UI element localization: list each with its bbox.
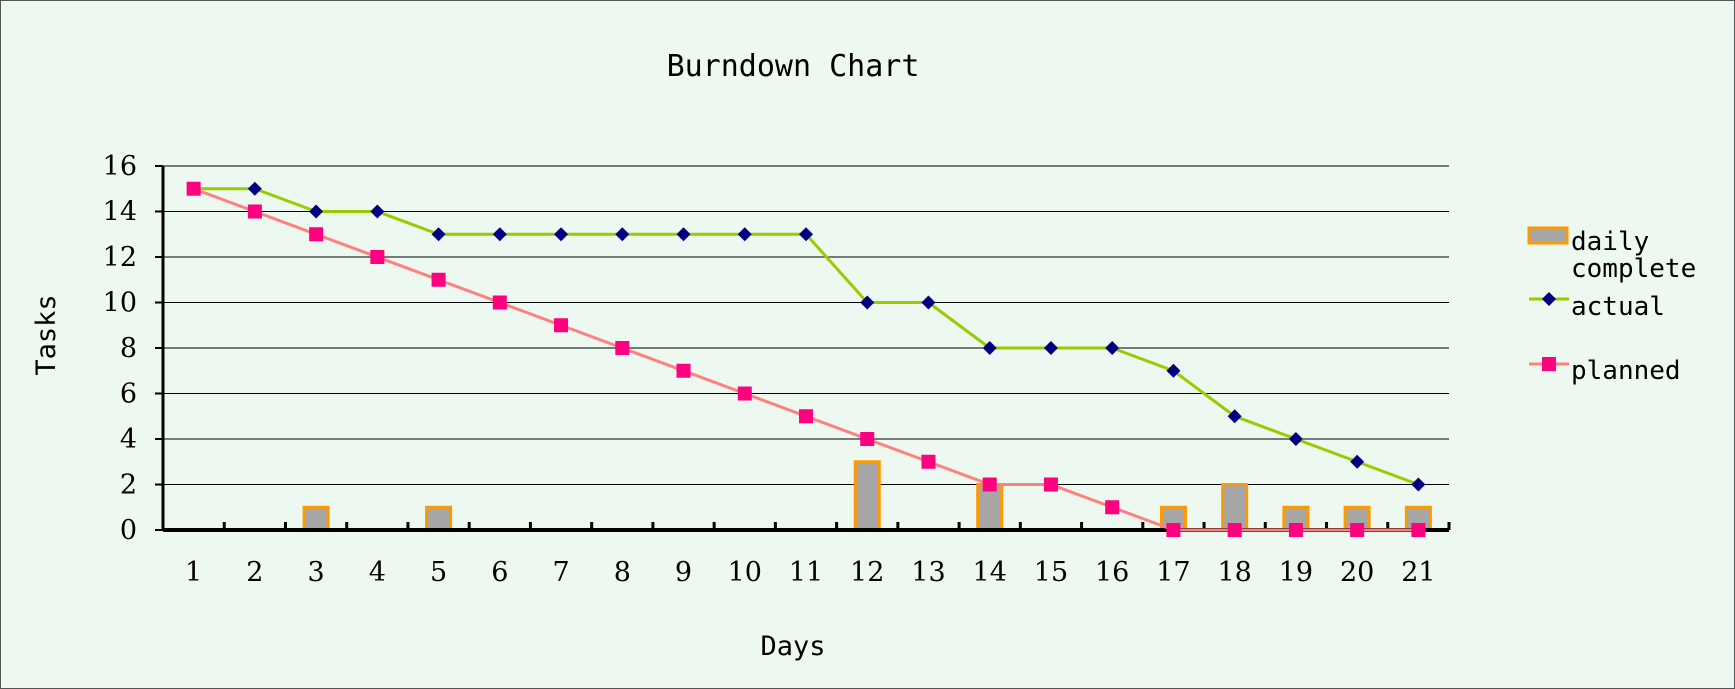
actual-point-day-4: [370, 204, 385, 219]
actual-point-day-14: [982, 341, 997, 355]
series-lines: [186, 181, 1426, 537]
y-tick-label-10: 10: [103, 288, 137, 319]
actual-point-day-12: [860, 295, 875, 310]
planned-point-day-4: [370, 250, 385, 264]
chart-title: Burndown Chart: [667, 49, 920, 84]
x-tick-label-19: 19: [1279, 557, 1313, 588]
x-tick-label-10: 10: [728, 557, 762, 588]
legend-marker-planned: [1542, 357, 1556, 371]
x-tick-label-3: 3: [308, 557, 325, 588]
legend-label-planned: planned: [1571, 356, 1681, 386]
bar-day-12: [853, 460, 881, 532]
bar-day-5: [425, 505, 453, 532]
y-tick-label-8: 8: [120, 333, 137, 364]
x-tick-label-17: 17: [1156, 557, 1190, 588]
actual-point-day-3: [309, 204, 324, 219]
x-tick-label-5: 5: [430, 557, 447, 588]
actual-point-day-10: [737, 227, 752, 242]
y-tick-label-2: 2: [120, 470, 137, 501]
actual-point-day-9: [676, 227, 691, 242]
planned-point-day-1: [186, 181, 201, 196]
planned-point-day-20: [1350, 523, 1365, 537]
y-tick-label-16: 16: [103, 151, 137, 182]
x-tick-label-18: 18: [1217, 557, 1251, 588]
x-tick-label-2: 2: [246, 557, 263, 588]
actual-point-day-16: [1105, 341, 1120, 355]
planned-point-day-11: [799, 409, 813, 424]
planned-point-day-5: [431, 272, 446, 287]
planned-point-day-8: [615, 341, 630, 355]
legend-swatch-daily-complete: [1527, 226, 1569, 245]
x-tick-label-4: 4: [369, 557, 386, 588]
planned-point-day-3: [309, 227, 324, 242]
x-axis-title: Days: [760, 631, 825, 662]
legend-label-daily: daily: [1571, 227, 1649, 257]
x-tick-label-14: 14: [973, 557, 1007, 588]
x-tick-label-20: 20: [1340, 557, 1374, 588]
actual-point-day-6: [492, 227, 507, 242]
bar-day-3: [302, 505, 330, 532]
actual-point-day-7: [554, 227, 569, 242]
x-tick-label-21: 21: [1401, 557, 1435, 588]
actual-point-day-8: [615, 227, 630, 242]
legend-label-actual: actual: [1571, 292, 1665, 322]
daily-complete-bars: [302, 460, 1432, 532]
planned-point-day-19: [1288, 523, 1303, 537]
bar-day-18: [1221, 483, 1249, 532]
actual-point-day-11: [799, 227, 813, 242]
actual-point-day-18: [1227, 409, 1242, 424]
y-tick-label-12: 12: [103, 242, 137, 273]
planned-point-day-9: [676, 363, 691, 378]
planned-point-day-18: [1227, 523, 1242, 537]
planned-point-day-17: [1166, 523, 1181, 537]
actual-point-day-21: [1411, 477, 1426, 492]
x-tick-label-9: 9: [675, 557, 692, 588]
x-tick-label-1: 1: [185, 557, 202, 588]
x-tick-label-8: 8: [614, 557, 631, 588]
y-tick-label-14: 14: [103, 197, 137, 228]
gridlines: [163, 165, 1449, 485]
y-axis-title: Tasks: [31, 294, 62, 375]
actual-point-day-19: [1288, 432, 1303, 446]
x-tick-label-7: 7: [552, 557, 569, 588]
x-tick-label-15: 15: [1034, 557, 1068, 588]
x-tick-label-11: 11: [789, 557, 823, 588]
legend-marker-actual: [1542, 292, 1556, 306]
planned-point-day-14: [982, 477, 997, 492]
y-tick-label-6: 6: [120, 379, 137, 410]
planned-point-day-16: [1105, 500, 1120, 515]
x-tick-label-13: 13: [911, 557, 945, 588]
actual-point-day-17: [1166, 363, 1181, 378]
actual-point-day-13: [921, 295, 936, 310]
planned-point-day-10: [737, 386, 752, 401]
y-tick-label-4: 4: [120, 424, 137, 455]
x-tick-label-12: 12: [850, 557, 884, 588]
y-tick-label-0: 0: [120, 515, 137, 546]
planned-point-day-13: [921, 454, 936, 469]
x-tick-label-16: 16: [1095, 557, 1129, 588]
legend-label-complete: complete: [1571, 254, 1696, 284]
planned-point-day-7: [554, 318, 569, 333]
actual-point-day-20: [1350, 454, 1365, 469]
x-tick-label-6: 6: [491, 557, 508, 588]
planned-point-day-15: [1043, 477, 1058, 492]
actual-point-day-5: [431, 227, 446, 242]
planned-point-day-6: [492, 295, 507, 310]
actual-point-day-2: [247, 181, 262, 196]
planned-point-day-2: [247, 204, 262, 219]
planned-point-day-12: [860, 432, 875, 446]
planned-point-day-21: [1411, 523, 1426, 537]
actual-point-day-15: [1043, 341, 1058, 355]
